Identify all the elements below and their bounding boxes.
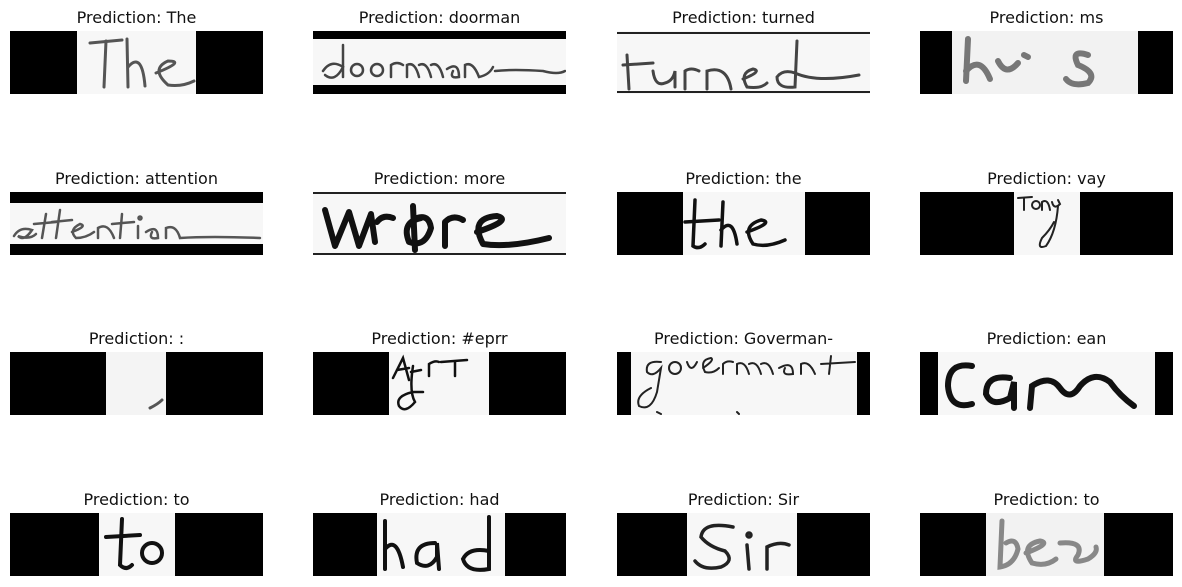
panel-title: Prediction: ean	[986, 329, 1107, 348]
handwriting-image	[10, 192, 263, 255]
handwriting-image	[617, 352, 870, 415]
panel-title: Prediction: attention	[55, 169, 218, 188]
handwriting-image	[920, 31, 1173, 94]
handwriting-image	[10, 513, 263, 576]
handwriting-image	[920, 192, 1173, 255]
handwriting-image	[313, 513, 566, 576]
panel-title: Prediction: :	[88, 329, 185, 348]
handwriting-image	[617, 31, 870, 94]
panel-title: Prediction: doorman	[358, 8, 521, 27]
handwriting-image	[920, 513, 1173, 576]
handwriting-image	[617, 192, 870, 255]
handwriting-image	[313, 31, 566, 94]
panel-title: Prediction: The	[76, 8, 197, 27]
panel-title: Prediction: had	[379, 490, 500, 509]
panel-title: Prediction: Sir	[687, 490, 800, 509]
panel-title: Prediction: more	[373, 169, 506, 188]
panel-title: Prediction: vay	[987, 169, 1106, 188]
handwriting-image	[10, 31, 263, 94]
panel-title: Prediction: the	[685, 169, 802, 188]
handwriting-image	[920, 352, 1173, 415]
panel-title: Prediction: #eprr	[371, 329, 508, 348]
handwriting-image	[313, 192, 566, 255]
handwriting-image	[313, 352, 566, 415]
handwriting-image	[10, 352, 263, 415]
panel-title: Prediction: turned	[672, 8, 815, 27]
panel-title: Prediction: ms	[989, 8, 1104, 27]
handwriting-image	[617, 513, 870, 576]
panel-title: Prediction: Goverman-	[653, 329, 834, 348]
panel-title: Prediction: to	[83, 490, 190, 509]
panel-title: Prediction: to	[993, 490, 1100, 509]
